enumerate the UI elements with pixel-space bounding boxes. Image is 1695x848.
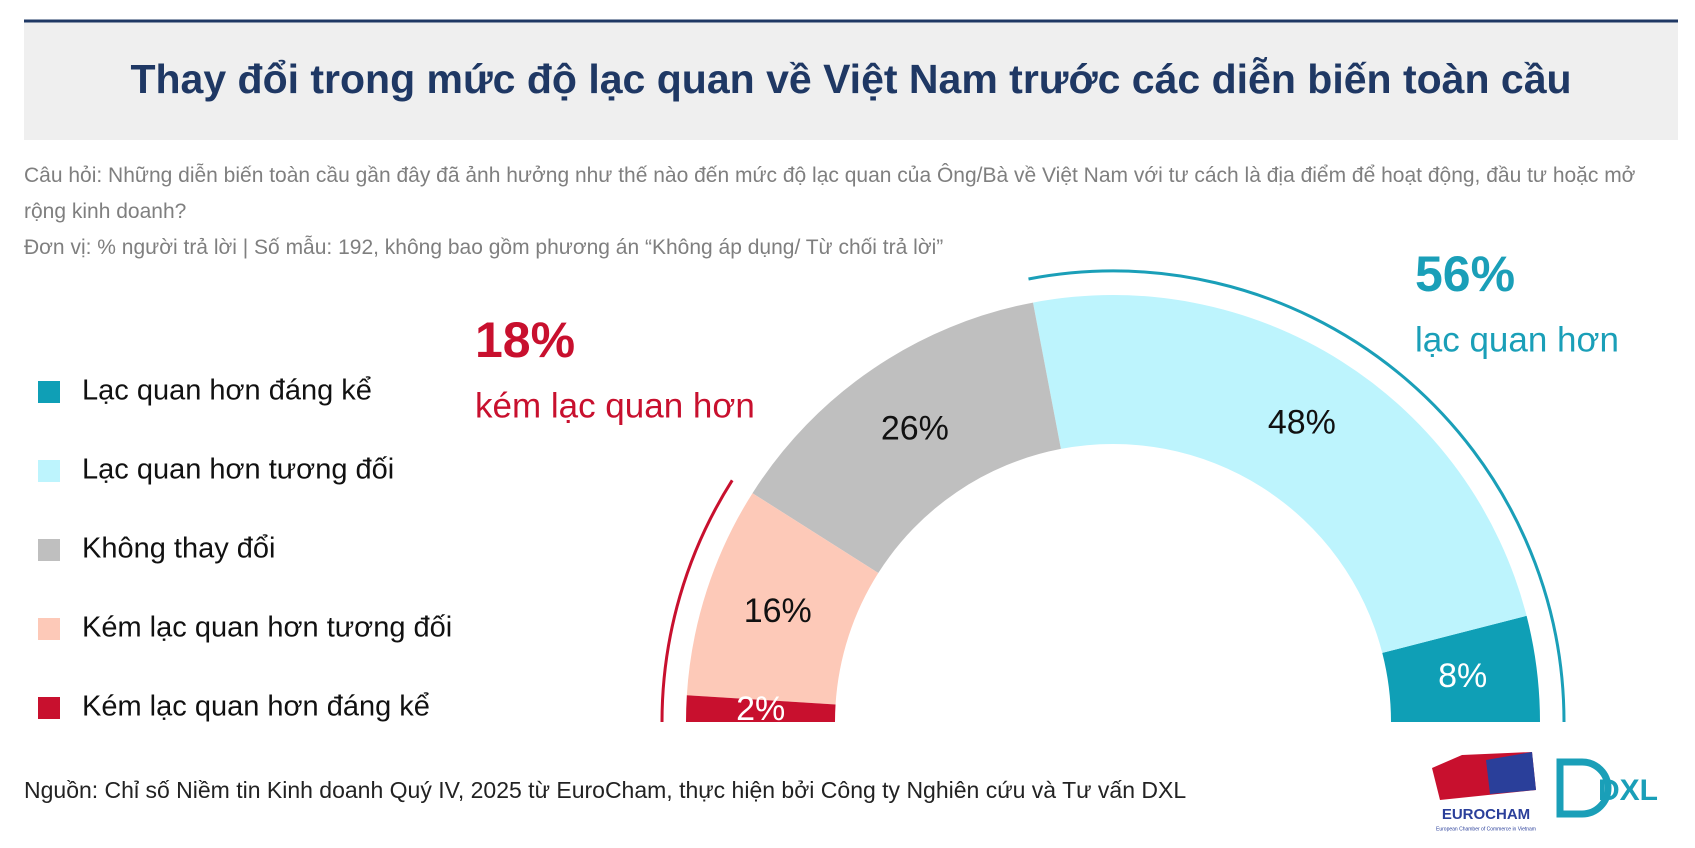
- group-arc: [660, 479, 734, 723]
- segment: [686, 493, 879, 705]
- question-box: Câu hỏi: Những diễn biến toàn cầu gần đâ…: [24, 164, 1636, 259]
- question: Câu hỏi: Những diễn biến toàn cầu gần đâ…: [24, 164, 1636, 223]
- group-value: 18%: [475, 312, 575, 368]
- logo-shape: [1486, 752, 1536, 794]
- data-label: 16%: [744, 592, 812, 630]
- group-arc: [1028, 269, 1566, 723]
- logo-subtext: European Chamber of Commerce in Vietnam: [1436, 826, 1536, 832]
- segment: [752, 302, 1061, 574]
- legend-swatch: [38, 697, 60, 719]
- group-name: lạc quan hơn: [1415, 320, 1619, 359]
- legend-swatch: [38, 539, 60, 561]
- data-label: 2%: [736, 690, 785, 728]
- group-name: kém lạc quan hơn: [475, 386, 755, 425]
- legend-label: Kém lạc quan hơn đáng kể: [82, 691, 430, 723]
- segment: [1032, 295, 1527, 653]
- segment: [1382, 615, 1540, 722]
- legend-swatch: [38, 618, 60, 640]
- logo-shape: [1556, 758, 1612, 818]
- dxl-logo: DXL: [1556, 758, 1658, 818]
- group-value: 56%: [1415, 246, 1515, 302]
- chart-title: Thay đổi trong mức độ lạc quan về Việt N…: [130, 56, 1571, 102]
- segment: [686, 695, 836, 722]
- title-bar: [24, 22, 1678, 140]
- data-label: 8%: [1438, 657, 1487, 695]
- source: Nguồn: Chỉ số Niềm tin Kinh doanh Quý IV…: [24, 777, 1186, 803]
- unit-note: Đơn vị: % người trả lời | Số mẫu: 192, k…: [24, 236, 944, 259]
- legend-label: Không thay đổi: [82, 533, 275, 565]
- logo-text: EUROCHAM: [1442, 806, 1530, 823]
- eurocham-logo: EUROCHAM European Chamber of Commerce in…: [1432, 752, 1536, 832]
- data-label: 48%: [1268, 403, 1336, 441]
- legend-label: Kém lạc quan hơn tương đối: [82, 612, 452, 644]
- legend-swatch: [38, 460, 60, 482]
- legend-label: Lạc quan hơn tương đối: [82, 454, 394, 486]
- data-label: 26%: [881, 409, 949, 447]
- legend-swatch: [38, 381, 60, 403]
- legend-label: Lạc quan hơn đáng kể: [82, 375, 372, 407]
- logo-text: DXL: [1598, 774, 1658, 807]
